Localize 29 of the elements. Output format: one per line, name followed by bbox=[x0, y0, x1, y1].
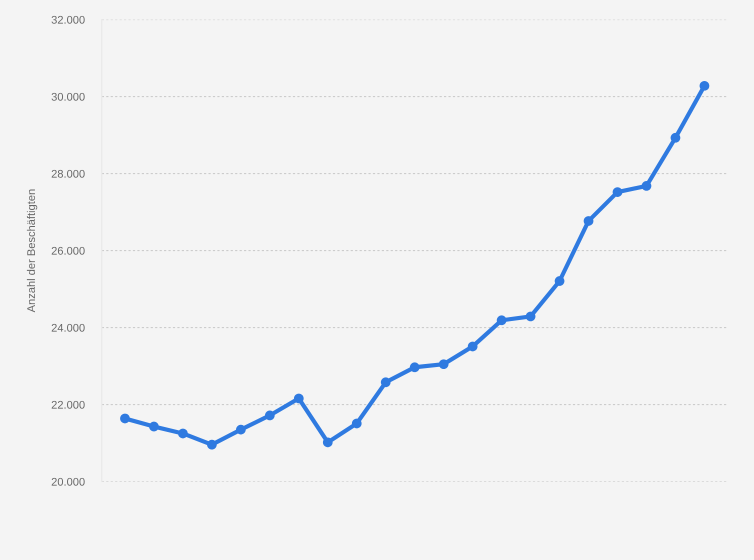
point bbox=[120, 414, 130, 424]
y-tick-label: 30.000 bbox=[52, 92, 85, 101]
y-axis-title: Anzahl der Beschäftigten bbox=[26, 190, 38, 312]
point bbox=[670, 132, 680, 143]
point bbox=[700, 80, 710, 91]
y-tick-label: 24.000 bbox=[52, 324, 85, 332]
point bbox=[554, 276, 564, 286]
point bbox=[149, 422, 159, 432]
y-tick-label: 28.000 bbox=[52, 170, 85, 178]
point bbox=[642, 181, 652, 191]
point bbox=[236, 424, 246, 434]
y-tick-label: 22.000 bbox=[52, 400, 85, 409]
point bbox=[322, 437, 333, 448]
y-tick-label: 26.000 bbox=[52, 246, 85, 255]
point bbox=[207, 440, 217, 450]
point bbox=[468, 342, 478, 352]
point bbox=[294, 394, 304, 404]
point bbox=[612, 187, 622, 197]
point bbox=[438, 359, 449, 370]
point bbox=[352, 418, 362, 428]
point bbox=[584, 216, 594, 226]
point bbox=[264, 410, 275, 420]
point bbox=[496, 315, 506, 326]
point bbox=[380, 377, 391, 388]
y-tick-label: 32.000 bbox=[52, 16, 85, 24]
point bbox=[526, 312, 536, 322]
y-tick-label: 20.000 bbox=[52, 478, 85, 486]
point bbox=[410, 362, 420, 372]
point bbox=[178, 428, 188, 438]
